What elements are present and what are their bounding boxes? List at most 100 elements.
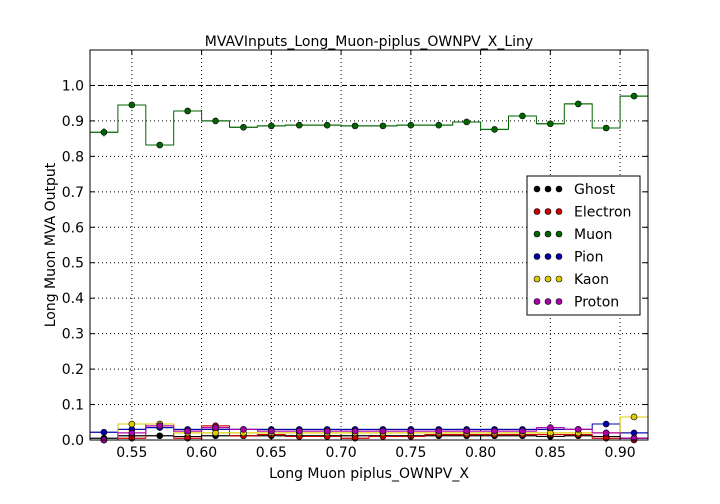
- legend-item-pion: Pion: [533, 250, 603, 266]
- data-point: [184, 107, 191, 115]
- data-point: [100, 428, 108, 436]
- data-point: [435, 121, 443, 129]
- legend-frame: [526, 175, 641, 316]
- data-point: [212, 117, 219, 125]
- y-tick-label: 0.3: [62, 327, 84, 343]
- data-point: [630, 92, 638, 100]
- legend-item-electron: Electron: [533, 205, 631, 221]
- data-point: [574, 426, 582, 433]
- x-tick-label: 0.60: [186, 445, 217, 461]
- legend-item-ghost: Ghost: [533, 182, 616, 198]
- data-point: [295, 427, 303, 435]
- data-point: [435, 427, 443, 435]
- legend-marker: [544, 275, 552, 283]
- data-point: [463, 118, 470, 126]
- data-point: [240, 426, 247, 433]
- data-point: [602, 124, 610, 132]
- legend-marker: [544, 185, 552, 193]
- data-point: [156, 141, 164, 149]
- legend: Ghost Electron Muon Pion Kaon Proton: [526, 175, 641, 316]
- data-point: [156, 422, 164, 430]
- data-point: [156, 432, 164, 440]
- legend-label: Ghost: [574, 182, 616, 198]
- legend-marker: [544, 253, 552, 260]
- data-point: [630, 413, 638, 421]
- x-tick-label: 0.55: [116, 445, 147, 461]
- data-point: [547, 424, 554, 431]
- legend-label: Muon: [574, 227, 612, 243]
- data-point: [323, 427, 331, 435]
- y-tick-label: 0.6: [62, 220, 84, 236]
- legend-item-proton: Proton: [533, 295, 619, 311]
- legend-item-muon: Muon: [533, 227, 612, 243]
- y-tick-label: 0.7: [62, 185, 84, 201]
- data-point: [212, 424, 219, 431]
- x-tick-label: 0.80: [465, 445, 496, 461]
- data-point: [519, 427, 526, 435]
- data-point: [491, 427, 498, 435]
- legend-marker: [555, 185, 563, 193]
- data-point: [491, 126, 498, 133]
- y-tick-label: 0.2: [62, 362, 84, 378]
- data-point: [602, 429, 610, 437]
- legend-marker: [555, 298, 563, 305]
- axis-ticks: 0.55 0.60 0.65 0.70 0.75 0.80 0.85 0.90 0.0 0.1 0.…: [62, 50, 648, 461]
- data-point: [547, 120, 554, 128]
- y-tick-label: 0.1: [62, 398, 84, 414]
- data-point: [128, 420, 136, 428]
- data-point: [407, 121, 415, 129]
- data-series: [90, 92, 648, 444]
- y-tick-label: 0.5: [62, 256, 84, 272]
- y-axis-label: Long Muon MVA Output: [43, 162, 59, 327]
- legend-marker: [533, 253, 541, 260]
- y-tick-label: 0.0: [62, 433, 84, 449]
- legend-marker: [533, 208, 541, 215]
- x-tick-label: 0.65: [256, 445, 287, 461]
- data-point: [323, 121, 331, 129]
- y-tick-label: 0.4: [62, 291, 84, 307]
- data-point: [351, 122, 359, 130]
- data-point: [379, 427, 387, 435]
- legend-marker: [544, 230, 552, 238]
- data-point: [351, 427, 359, 435]
- data-point: [574, 100, 582, 108]
- legend-marker: [555, 208, 563, 215]
- series-muon: [90, 92, 648, 149]
- y-tick-label: 1.0: [62, 78, 84, 94]
- chart-title: MVAVInputs_Long_Muon-piplus_OWNPV_X_Liny: [205, 34, 533, 50]
- legend-marker: [555, 253, 563, 260]
- legend-label: Proton: [574, 295, 619, 311]
- legend-marker: [544, 298, 552, 305]
- data-point: [184, 427, 191, 435]
- legend-label: Pion: [574, 250, 603, 266]
- data-point: [240, 123, 247, 131]
- x-axis-label: Long Muon piplus_OWNPV_X: [269, 466, 469, 482]
- plot-frame: [89, 49, 649, 441]
- data-point: [268, 427, 275, 435]
- x-tick-label: 0.85: [535, 445, 566, 461]
- data-point: [519, 112, 526, 120]
- legend-marker: [533, 230, 541, 238]
- data-point: [295, 121, 303, 129]
- legend-marker: [555, 275, 563, 283]
- x-tick-label: 0.75: [395, 445, 426, 461]
- legend-marker: [533, 298, 541, 305]
- data-point: [268, 122, 275, 130]
- legend-marker: [533, 275, 541, 283]
- x-tick-label: 0.90: [605, 445, 636, 461]
- y-tick-label: 0.8: [62, 149, 84, 165]
- data-point: [407, 427, 415, 435]
- data-point: [463, 427, 470, 435]
- legend-label: Electron: [574, 205, 631, 221]
- data-point: [379, 122, 387, 130]
- legend-label: Kaon: [574, 272, 609, 288]
- legend-marker: [555, 230, 563, 238]
- x-tick-label: 0.70: [326, 445, 357, 461]
- data-point: [128, 101, 136, 109]
- legend-marker: [533, 185, 541, 193]
- data-point: [100, 128, 108, 136]
- legend-item-kaon: Kaon: [533, 272, 609, 288]
- y-tick-label: 0.9: [62, 114, 84, 130]
- data-point: [602, 420, 610, 428]
